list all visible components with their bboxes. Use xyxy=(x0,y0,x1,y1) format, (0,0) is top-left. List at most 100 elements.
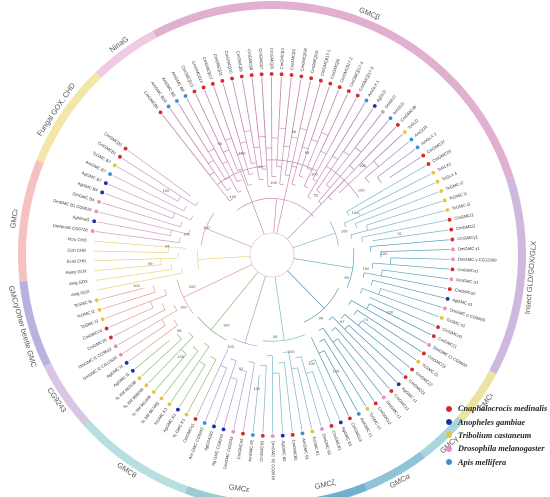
tree-branch xyxy=(354,223,358,229)
species-dot xyxy=(421,351,426,356)
species-dot xyxy=(338,420,343,425)
clade-arc xyxy=(152,1,514,179)
tree-branch xyxy=(346,165,427,212)
species-dot xyxy=(365,406,370,411)
species-dot xyxy=(426,162,431,166)
species-dot xyxy=(221,427,226,432)
tree-branch xyxy=(187,359,217,413)
tree-branch xyxy=(213,86,238,155)
species-dot xyxy=(104,326,109,331)
species-dot xyxy=(94,209,99,214)
legend-label: Drosophila melanogaster xyxy=(458,444,545,454)
tree-branch xyxy=(214,360,237,424)
species-dot xyxy=(449,277,454,282)
bootstrap-value: 100 xyxy=(253,386,260,391)
leaf-label: AgGMC θ2 xyxy=(281,441,287,463)
bootstrap-value: 100 xyxy=(177,354,184,359)
tree-branch xyxy=(208,148,215,153)
species-dot xyxy=(449,227,454,232)
legend-item: Anopheles gambiae xyxy=(446,415,550,428)
leaf-label: Ccin CHD xyxy=(67,248,86,253)
leaf-label: AgGMC θ1 xyxy=(341,426,354,448)
tree-branch xyxy=(361,320,417,361)
legend-dot xyxy=(446,405,452,412)
leaf-label: TcGMC i1 xyxy=(448,190,468,201)
tree-branch xyxy=(378,288,382,295)
tree-branch xyxy=(355,191,439,224)
tree-branch xyxy=(170,230,172,236)
tree-branch xyxy=(134,340,170,370)
tree-branch xyxy=(209,171,215,176)
tree-branch xyxy=(343,150,350,156)
leaf-label: CmGMCβ8 xyxy=(247,49,254,71)
tree-branch xyxy=(252,375,260,433)
leaf-label: TcGMC α1 xyxy=(446,317,467,329)
tree-branch xyxy=(361,126,397,163)
tree-branch xyxy=(341,314,345,319)
legend-item: Drosophila melanogaster xyxy=(446,442,550,455)
tree-branch xyxy=(291,79,302,138)
species-dot xyxy=(403,375,408,380)
tree-branch xyxy=(380,249,450,253)
leaf-label: DmGMC ζ1 CG6603 xyxy=(432,345,468,369)
species-dot xyxy=(130,368,135,373)
tree-branch xyxy=(369,303,432,336)
tree-branch xyxy=(173,319,178,326)
species-dot xyxy=(119,352,123,357)
tree-branch xyxy=(361,237,363,243)
species-dot xyxy=(201,85,206,90)
tree-branch xyxy=(326,184,331,189)
leaf-label: AgGMC α1 xyxy=(452,297,474,307)
bootstrap-value: 100 xyxy=(333,369,340,374)
leaf-label: CmGMC43 xyxy=(236,437,244,459)
tree-branch xyxy=(291,367,298,370)
leaf-label: CmGMCα1 xyxy=(457,267,479,274)
tree-branch xyxy=(197,249,200,270)
leaf-label: DmGMC α1 xyxy=(456,277,479,285)
tree-branch xyxy=(299,81,311,129)
tree-branch xyxy=(276,162,293,234)
leaf-label: AmGMC θ2 xyxy=(247,439,254,462)
tree-branch xyxy=(373,133,403,162)
leaf-label: CmGMCθ3 xyxy=(259,440,265,462)
tree-branch xyxy=(203,342,210,347)
clade-label: GMCζ xyxy=(314,478,337,492)
tree-branch xyxy=(372,263,374,269)
species-dot xyxy=(421,153,426,158)
bootstrap-value: 100 xyxy=(311,172,318,177)
tree-branch xyxy=(95,269,172,281)
tree-branch xyxy=(350,234,353,240)
tree-branch xyxy=(332,155,339,160)
tree-branch xyxy=(312,178,318,182)
tree-branch xyxy=(343,222,347,228)
leaf-label: CmGMCβ17-1 xyxy=(319,48,331,76)
tree-branch xyxy=(369,297,436,327)
leaf-label: TcGMC θ1 xyxy=(311,436,320,457)
tree-branch xyxy=(237,179,242,183)
tree-branch xyxy=(292,232,336,249)
clade-arc xyxy=(457,370,497,422)
species-dot xyxy=(239,74,244,79)
tree-branch xyxy=(346,211,350,216)
species-dot xyxy=(410,367,415,372)
tree-branch xyxy=(241,79,255,148)
tree-branch xyxy=(150,301,154,308)
species-dot xyxy=(443,306,447,311)
tree-branch xyxy=(283,77,292,147)
tree-branch xyxy=(97,272,183,291)
tree-branch xyxy=(366,303,370,310)
leaf-label: Anig GOX xyxy=(71,289,91,298)
bootstrap-value: 100 xyxy=(359,163,366,168)
tree-branch xyxy=(288,351,303,431)
tree-branch xyxy=(102,291,156,310)
tree-branch xyxy=(240,141,247,144)
species-dot xyxy=(210,82,215,86)
species-dot xyxy=(447,217,452,222)
tree-branch xyxy=(205,367,228,421)
bootstrap-value: 97 xyxy=(340,319,345,324)
legend-label: Tribolium castaneum xyxy=(458,430,532,440)
bootstrap-value: 76 xyxy=(397,231,402,236)
legend-item: Apis mellifera xyxy=(446,456,550,469)
species-dot xyxy=(396,382,401,387)
